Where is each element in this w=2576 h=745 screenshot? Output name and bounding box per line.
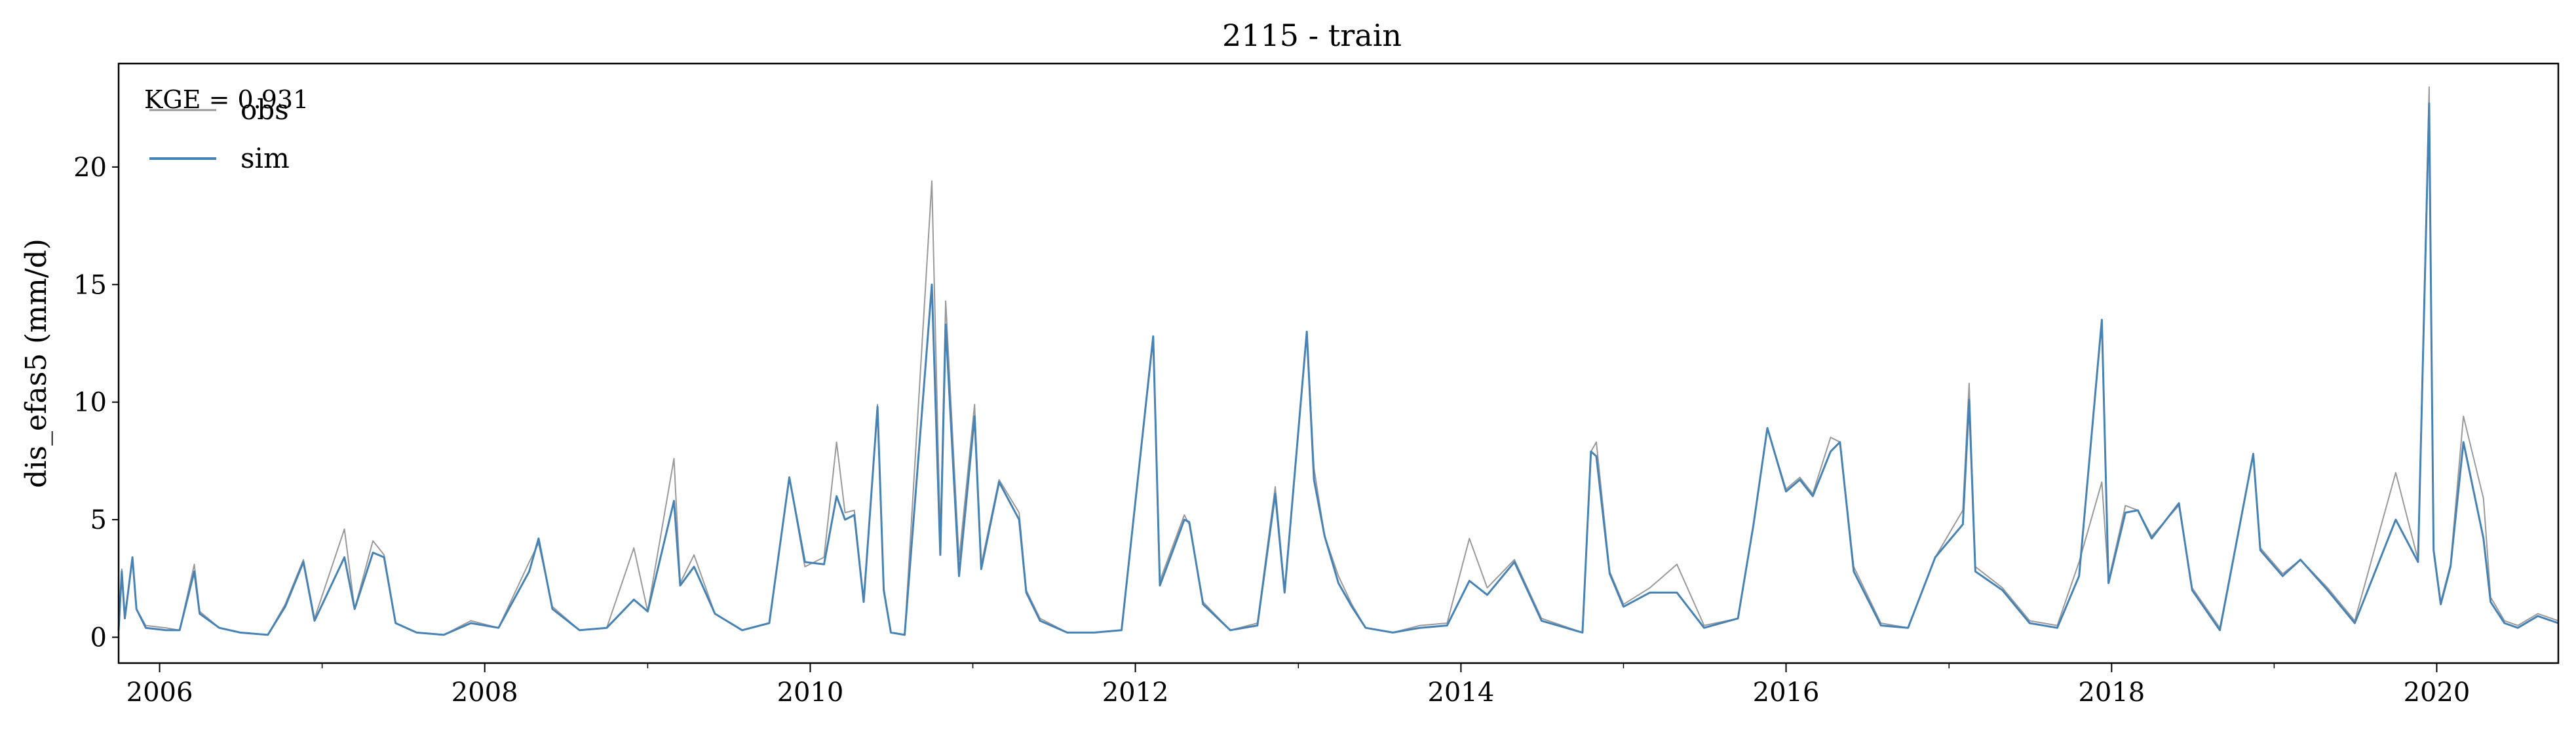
series-line-sim: [117, 102, 2559, 636]
plot-area-frame: [117, 62, 2560, 664]
chart-title: 2115 - train: [1222, 18, 1402, 53]
x-tick-label: 2020: [2404, 678, 2470, 708]
y-tick-label: 10: [73, 388, 107, 418]
x-tick-label: 2012: [1102, 678, 1169, 708]
series-line-obs: [118, 86, 2559, 636]
y-axis-label: dis_efas5 (mm/d): [20, 239, 53, 488]
x-tick-label: 2010: [777, 678, 844, 708]
x-tick-label: 2014: [1427, 678, 1494, 708]
x-tick-label: 2018: [2078, 678, 2145, 708]
y-tick-label: 0: [90, 623, 107, 653]
x-tick-label: 2008: [452, 678, 518, 708]
axis-ticks: 0 5 10 15 20 2006 2008 2010 2012 2014 2016 2018 2020: [73, 153, 2470, 708]
y-tick-label: 5: [90, 505, 107, 535]
x-tick-label: 2006: [126, 678, 193, 708]
y-tick-label: 15: [73, 270, 107, 300]
series-lines: [117, 86, 2559, 636]
legend-label-obs: obs: [240, 94, 289, 126]
legend: obs sim: [149, 94, 290, 174]
y-tick-label: 20: [73, 153, 107, 183]
legend-label-sim: sim: [240, 142, 290, 174]
x-tick-label: 2016: [1753, 678, 1820, 708]
